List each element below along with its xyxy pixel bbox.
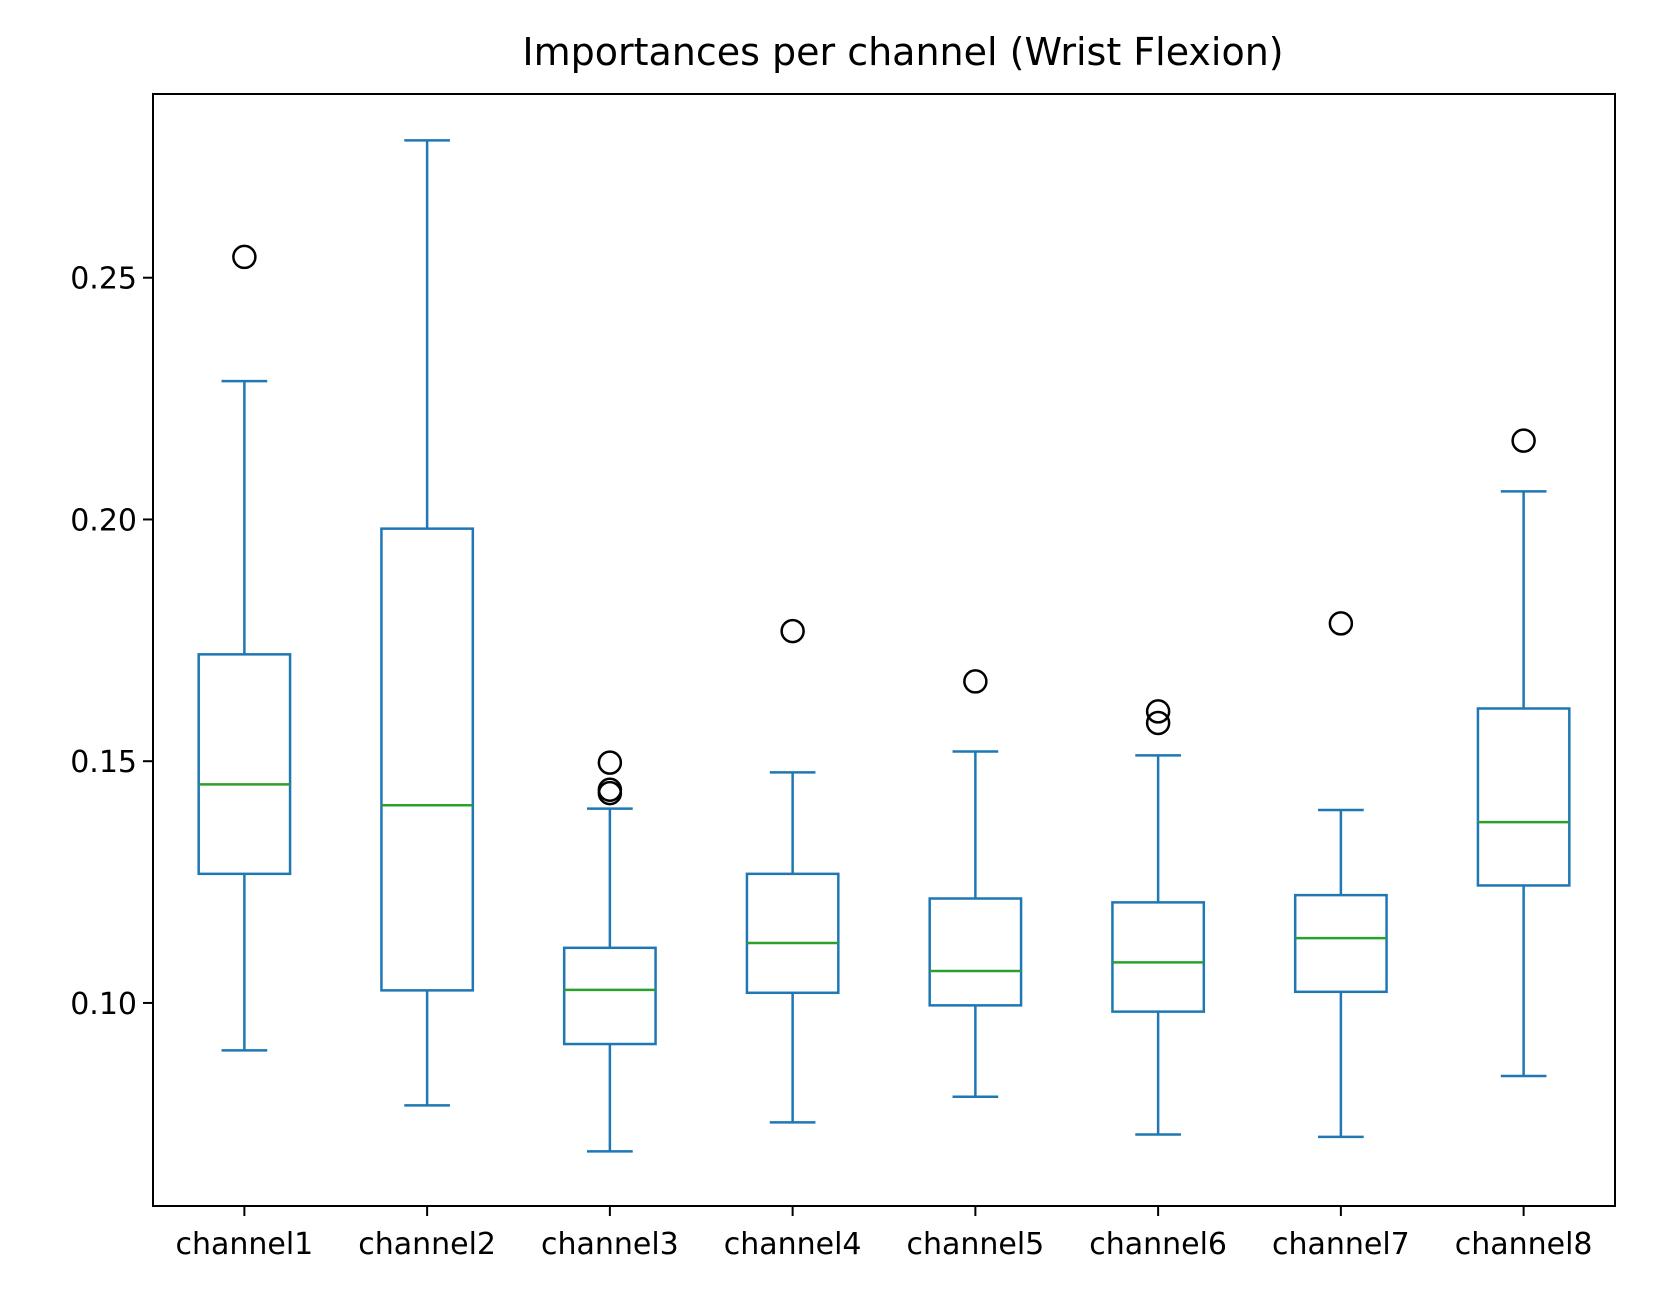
box-group-channel2	[380, 139, 475, 1107]
iqr-box	[197, 653, 292, 876]
x-tick-label: channel8	[1455, 1227, 1593, 1262]
y-tick-label: 0.10	[70, 987, 137, 1022]
x-tick-label: channel5	[906, 1227, 1044, 1262]
outlier-point	[1145, 699, 1171, 724]
y-axis: 0.10 0.15 0.20 0.25	[70, 262, 153, 1022]
chart-title: Importances per channel (Wrist Flexion)	[522, 30, 1283, 74]
iqr-box	[1111, 901, 1206, 1013]
iqr-box	[562, 946, 657, 1046]
outlier-point	[780, 618, 805, 644]
box-group-channel5	[928, 669, 1023, 1098]
outlier-point	[1145, 710, 1171, 736]
box-group-channel4	[745, 618, 840, 1124]
plot-frame	[152, 93, 1616, 1207]
iqr-box	[380, 527, 475, 992]
iqr-box	[928, 897, 1023, 1007]
outlier-point	[597, 780, 623, 806]
outlier-point	[597, 750, 623, 775]
x-tick-label: channel4	[724, 1227, 862, 1262]
iqr-box	[745, 872, 840, 995]
iqr-box	[1476, 707, 1571, 887]
box-group-channel6	[1111, 699, 1206, 1136]
x-tick-label: channel1	[175, 1227, 313, 1262]
x-tick-label: channel7	[1272, 1227, 1410, 1262]
box-group-channel3	[562, 750, 657, 1153]
box-group-channel8	[1476, 428, 1571, 1078]
outlier-point	[232, 244, 257, 270]
outlier-point	[1511, 428, 1536, 453]
box-group-channel7	[1293, 611, 1388, 1139]
y-tick-label: 0.15	[70, 745, 137, 780]
x-tick-label: channel6	[1089, 1227, 1227, 1262]
x-axis: channel1 channel2 channel3 channel4 channel5…	[175, 1206, 1593, 1262]
x-tick-label: channel2	[358, 1227, 496, 1262]
iqr-box	[1293, 893, 1388, 994]
box-group-channel1	[197, 244, 292, 1052]
outlier-point	[1328, 611, 1354, 636]
y-tick-label: 0.25	[70, 262, 137, 297]
y-tick-label: 0.20	[70, 503, 137, 538]
x-tick-label: channel3	[541, 1227, 679, 1262]
plot-marks	[197, 139, 1571, 1153]
outlier-point	[963, 669, 988, 694]
